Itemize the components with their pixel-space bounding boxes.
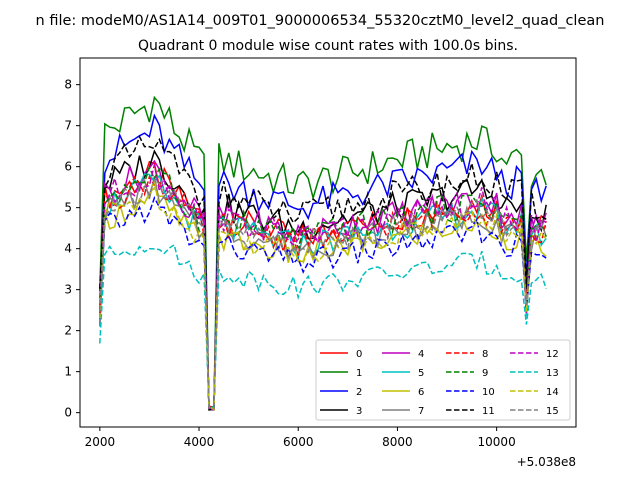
legend-label-1: 1 bbox=[356, 368, 362, 379]
x-tick-label: 8000 bbox=[382, 435, 413, 449]
y-tick-label: 4 bbox=[64, 242, 72, 256]
legend-label-4: 4 bbox=[418, 349, 424, 360]
figure-suptitle: n file: modeM0/AS1A14_009T01_9000006534_… bbox=[36, 13, 605, 29]
legend-label-3: 3 bbox=[356, 406, 362, 417]
series-line-10 bbox=[99, 196, 547, 410]
y-tick-label: 6 bbox=[64, 160, 72, 174]
y-tick-label: 2 bbox=[64, 324, 72, 338]
series-line-13 bbox=[99, 243, 547, 409]
y-tick-label: 7 bbox=[64, 119, 72, 133]
legend-label-8: 8 bbox=[482, 349, 488, 360]
plot-area bbox=[79, 57, 577, 428]
x-offset-label: +5.038e8 bbox=[517, 455, 576, 469]
series-line-2 bbox=[99, 113, 547, 411]
legend-label-6: 6 bbox=[418, 387, 424, 398]
series-line-14 bbox=[99, 177, 547, 411]
series-line-1 bbox=[99, 95, 547, 411]
legend-label-11: 11 bbox=[482, 406, 495, 417]
legend-label-13: 13 bbox=[546, 368, 559, 379]
series-layer bbox=[99, 95, 547, 411]
series-line-9 bbox=[99, 165, 547, 408]
x-tick-label: 6000 bbox=[283, 435, 314, 449]
series-line-15 bbox=[99, 178, 547, 409]
legend-label-9: 9 bbox=[482, 368, 488, 379]
y-tick-label: 8 bbox=[64, 78, 72, 92]
x-tick-label: 4000 bbox=[184, 435, 215, 449]
x-tick-label: 10000 bbox=[478, 435, 516, 449]
legend-label-10: 10 bbox=[482, 387, 495, 398]
legend-label-0: 0 bbox=[356, 349, 362, 360]
legend-label-7: 7 bbox=[418, 406, 424, 417]
legend-label-15: 15 bbox=[546, 406, 559, 417]
legend-label-2: 2 bbox=[356, 387, 362, 398]
y-tick-label: 5 bbox=[64, 201, 72, 215]
legend-label-14: 14 bbox=[546, 387, 559, 398]
y-tick-label: 1 bbox=[64, 365, 72, 379]
series-line-11 bbox=[99, 134, 547, 411]
y-axis: 0 1 2 3 4 5 6 7 8 bbox=[64, 78, 80, 420]
chart-title: Quadrant 0 module wise count rates with … bbox=[138, 38, 518, 54]
y-tick-label: 3 bbox=[64, 283, 72, 297]
legend-label-5: 5 bbox=[418, 368, 424, 379]
y-tick-label: 0 bbox=[64, 406, 72, 420]
legend-label-12: 12 bbox=[546, 349, 559, 360]
x-axis: 2000 4000 6000 8000 10000 bbox=[85, 427, 516, 449]
axes-frame bbox=[79, 57, 577, 428]
legend-box bbox=[315, 339, 571, 421]
x-tick-label: 2000 bbox=[85, 435, 116, 449]
